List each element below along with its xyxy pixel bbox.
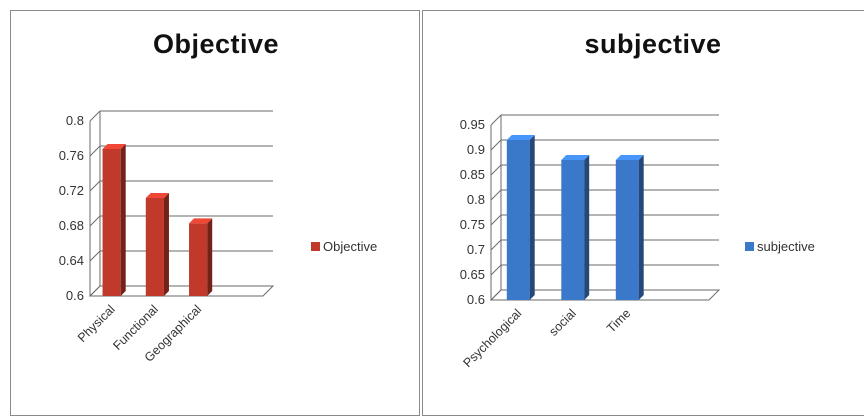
bar-functional — [145, 193, 169, 296]
legend-label: subjective — [757, 239, 815, 254]
gridline-diagonal — [490, 164, 502, 176]
subjective-chart-plot: 0.6 0.65 0.7 0.75 0.8 0.85 0.9 0.95 Psychologica… — [460, 114, 721, 370]
legend-label: Objective — [323, 239, 378, 254]
x-category-label: Psychological — [460, 306, 524, 370]
chart-title: subjective — [584, 29, 722, 59]
bar-geographical — [189, 218, 213, 296]
x-category-label: social — [546, 306, 579, 339]
gridline-diagonal — [89, 145, 101, 157]
y-tick-label: 0.72 — [59, 183, 84, 198]
bar-physical — [102, 144, 126, 296]
objective-chart-panel: Objective 0.6 0.64 0.68 0.72 0.76 0.8 Physical… — [10, 10, 420, 416]
y-tick-label: 0.95 — [460, 117, 485, 132]
bar-social — [561, 155, 590, 300]
x-category-label: Physical — [75, 302, 118, 345]
y-tick-label: 0.68 — [59, 218, 84, 233]
y-tick-label: 0.85 — [460, 167, 485, 182]
y-tick-label: 0.8 — [66, 113, 84, 128]
x-category-label: Time — [604, 306, 633, 335]
legend-swatch — [745, 242, 754, 251]
legend-swatch — [311, 242, 320, 251]
legend: subjective — [745, 239, 815, 254]
y-tick-label: 0.65 — [460, 267, 485, 282]
legend: Objective — [311, 239, 377, 254]
gridline-diagonal — [490, 264, 502, 276]
y-tick-label: 0.8 — [467, 192, 485, 207]
gridline-diagonal — [490, 189, 502, 201]
gridline-diagonal — [490, 214, 502, 226]
gridline-diagonal — [490, 114, 502, 126]
bar-time — [615, 155, 644, 300]
y-tick-label: 0.6 — [66, 288, 84, 303]
subjective-chart-panel: subjective 0.6 0.65 0.7 0.75 0.8 0.85 0.9 0.95 P… — [422, 10, 864, 416]
y-tick-label: 0.75 — [460, 217, 485, 232]
gridline-diagonal — [89, 180, 101, 192]
y-tick-label: 0.76 — [59, 148, 84, 163]
y-tick-label: 0.6 — [467, 292, 485, 307]
bar-psychological — [506, 135, 535, 300]
gridline-diagonal — [89, 250, 101, 262]
y-tick-label: 0.9 — [467, 142, 485, 157]
gridline-diagonal — [89, 215, 101, 227]
gridline-diagonal — [490, 139, 502, 151]
y-tick-label: 0.64 — [59, 253, 84, 268]
gridline-diagonal — [490, 239, 502, 251]
objective-chart-plot: 0.60.640.680.720.760.8PhysicalFunctional… — [59, 110, 275, 365]
chart-title: Objective — [152, 29, 280, 59]
y-tick-label: 0.7 — [467, 242, 485, 257]
gridline-diagonal — [89, 110, 101, 122]
